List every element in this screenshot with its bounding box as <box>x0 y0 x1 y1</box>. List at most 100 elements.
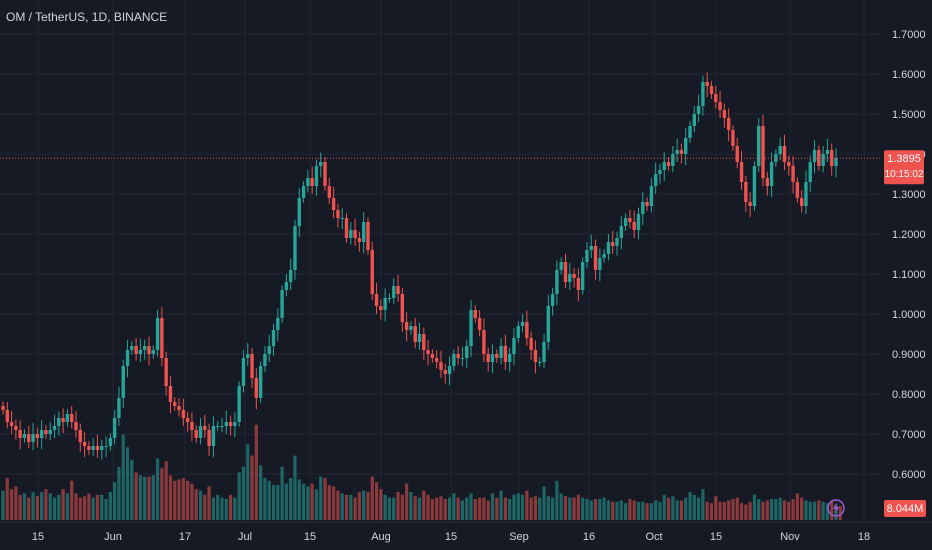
volume-bar <box>181 478 185 520</box>
volume-bar <box>439 496 443 520</box>
candle-body <box>684 138 688 154</box>
candle-body <box>31 434 35 442</box>
volume-bar <box>168 475 173 520</box>
volume-bar <box>606 500 611 520</box>
candle-body <box>108 438 113 446</box>
y-tick-label: 1.5000 <box>892 109 926 121</box>
candle-body <box>310 178 314 186</box>
candle-body <box>632 222 636 230</box>
volume-bar <box>409 492 413 520</box>
volume-bar <box>353 497 357 520</box>
candle-body <box>507 354 512 362</box>
candle-body <box>658 170 662 174</box>
candle-body <box>134 346 138 354</box>
candle-body <box>593 246 598 270</box>
candle-body <box>576 278 581 290</box>
candle-body <box>271 330 276 346</box>
candle-body <box>70 414 74 422</box>
volume-bar <box>636 501 641 520</box>
candle-body <box>280 290 284 318</box>
volume-bar <box>435 497 439 520</box>
volume-bar <box>727 500 731 520</box>
x-tick-label: Nov <box>780 531 800 543</box>
volume-bar <box>804 500 808 520</box>
candle-body <box>701 82 705 106</box>
candle-body <box>666 162 671 166</box>
candle-body <box>207 430 211 446</box>
candle-body <box>735 146 739 162</box>
volume-bar <box>130 459 134 520</box>
volume-bar <box>18 494 22 520</box>
volume-bar <box>263 478 267 520</box>
volume-bar <box>104 499 108 520</box>
candle-body <box>1 406 5 410</box>
volume-bar <box>211 497 215 520</box>
volume-bar <box>271 485 276 520</box>
volume-bar <box>293 455 297 520</box>
chart-title: OM / TetherUS, 1D, BINANCE <box>6 10 168 24</box>
candle-body <box>353 230 357 238</box>
candle-body <box>482 330 486 354</box>
x-tick-label: Aug <box>371 531 391 543</box>
candle-body <box>48 430 52 434</box>
volume-bar <box>5 478 9 520</box>
volume-bar <box>666 497 671 520</box>
candle-body <box>787 162 791 166</box>
volume-bar <box>370 476 374 520</box>
volume-bar <box>203 494 207 520</box>
candle-body <box>379 306 383 310</box>
volume-bar <box>593 499 598 520</box>
volume-bar <box>774 499 778 520</box>
volume-bar <box>186 480 190 520</box>
candle-body <box>623 218 628 226</box>
y-tick-label: 0.6000 <box>892 469 926 481</box>
candle-body <box>155 318 160 350</box>
volume-bar <box>486 500 490 520</box>
volume-bar <box>216 494 220 520</box>
volume-bar <box>718 501 722 520</box>
candle-body <box>821 154 825 166</box>
candle-body <box>602 254 606 258</box>
candle-body <box>151 350 155 354</box>
candle-body <box>696 106 701 114</box>
volume-bar <box>1 490 5 520</box>
candle-body <box>396 286 400 294</box>
volume-bar <box>220 497 224 520</box>
candle-body <box>782 146 787 162</box>
candle-body <box>722 110 727 118</box>
volume-bar <box>696 497 701 520</box>
candle-body <box>585 250 589 262</box>
volume-bar <box>679 500 684 520</box>
candle-body <box>228 422 233 426</box>
volume-bar <box>529 497 533 520</box>
volume-bar <box>259 465 263 520</box>
candle-body <box>817 150 821 166</box>
volume-bar <box>233 497 237 520</box>
candle-body <box>503 346 508 362</box>
y-tick-label: 1.3000 <box>892 189 926 201</box>
candle-body <box>370 250 374 294</box>
volume-bar <box>748 501 752 520</box>
volume-bar <box>752 494 757 520</box>
candle-body <box>22 434 27 438</box>
candle-body <box>795 182 800 198</box>
volume-bar <box>649 503 653 520</box>
candle-body <box>791 166 795 182</box>
volume-bar <box>791 499 795 520</box>
volume-bar <box>576 494 580 520</box>
volume-bar <box>22 493 27 520</box>
volume-bar <box>198 490 203 520</box>
candle-body <box>649 186 654 206</box>
volume-bar <box>834 504 838 520</box>
volume-bar <box>151 475 155 520</box>
volume-bar <box>744 504 748 520</box>
volume-bar <box>108 492 112 520</box>
candle-body <box>74 422 78 430</box>
volume-bar <box>499 490 503 520</box>
candle-body <box>645 202 649 206</box>
candle-body <box>168 386 173 402</box>
volume-badge <box>884 500 926 517</box>
volume-bar <box>555 480 559 520</box>
